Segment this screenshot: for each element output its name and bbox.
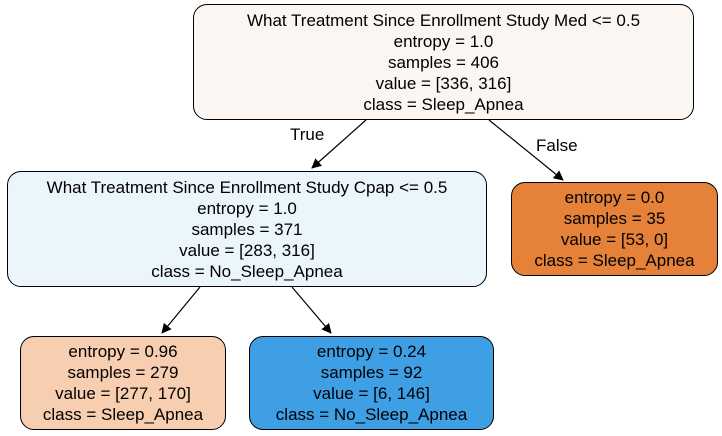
edge-label-true: True <box>290 125 325 144</box>
node-samples: samples = 92 <box>320 363 423 382</box>
node-samples: samples = 371 <box>191 219 303 239</box>
node-class: class = Sleep_Apnea <box>42 405 204 424</box>
node-value: value = [6, 146] <box>313 384 430 403</box>
tree-node-left-right-leaf: entropy = 0.24 samples = 92 value = [6, … <box>249 336 494 430</box>
node-entropy: entropy = 1.0 <box>393 31 494 51</box>
edge-left-to-left-left <box>161 286 201 334</box>
edge-left-to-left-right <box>291 286 332 334</box>
node-samples: samples = 35 <box>563 209 666 228</box>
node-condition: What Treatment Since Enrollment Study Me… <box>246 10 641 30</box>
node-value: value = [277, 170] <box>55 384 191 403</box>
node-samples: samples = 406 <box>387 52 500 72</box>
node-class: class = Sleep_Apnea <box>363 94 524 114</box>
node-entropy: entropy = 1.0 <box>197 198 297 218</box>
edge-root-to-left <box>311 119 367 169</box>
node-value: value = [53, 0] <box>560 230 669 249</box>
node-class: class = No_Sleep_Apnea <box>275 405 468 424</box>
node-entropy: entropy = 0.96 <box>68 342 178 361</box>
edge-label-false: False <box>536 136 578 155</box>
node-value: value = [336, 316] <box>375 73 512 93</box>
tree-node-root: What Treatment Since Enrollment Study Me… <box>193 4 694 120</box>
node-class: class = No_Sleep_Apnea <box>151 261 343 281</box>
node-class: class = Sleep_Apnea <box>534 251 695 270</box>
node-value: value = [283, 316] <box>179 240 315 260</box>
tree-node-left: What Treatment Since Enrollment Study Cp… <box>7 171 487 287</box>
node-condition: What Treatment Since Enrollment Study Cp… <box>46 177 448 197</box>
tree-node-right-leaf: entropy = 0.0 samples = 35 value = [53, … <box>511 182 718 276</box>
edge-root-to-right <box>488 119 564 181</box>
node-samples: samples = 279 <box>67 363 179 382</box>
node-entropy: entropy = 0.0 <box>564 188 665 207</box>
node-entropy: entropy = 0.24 <box>316 342 427 361</box>
tree-node-left-left-leaf: entropy = 0.96 samples = 279 value = [27… <box>20 336 226 430</box>
